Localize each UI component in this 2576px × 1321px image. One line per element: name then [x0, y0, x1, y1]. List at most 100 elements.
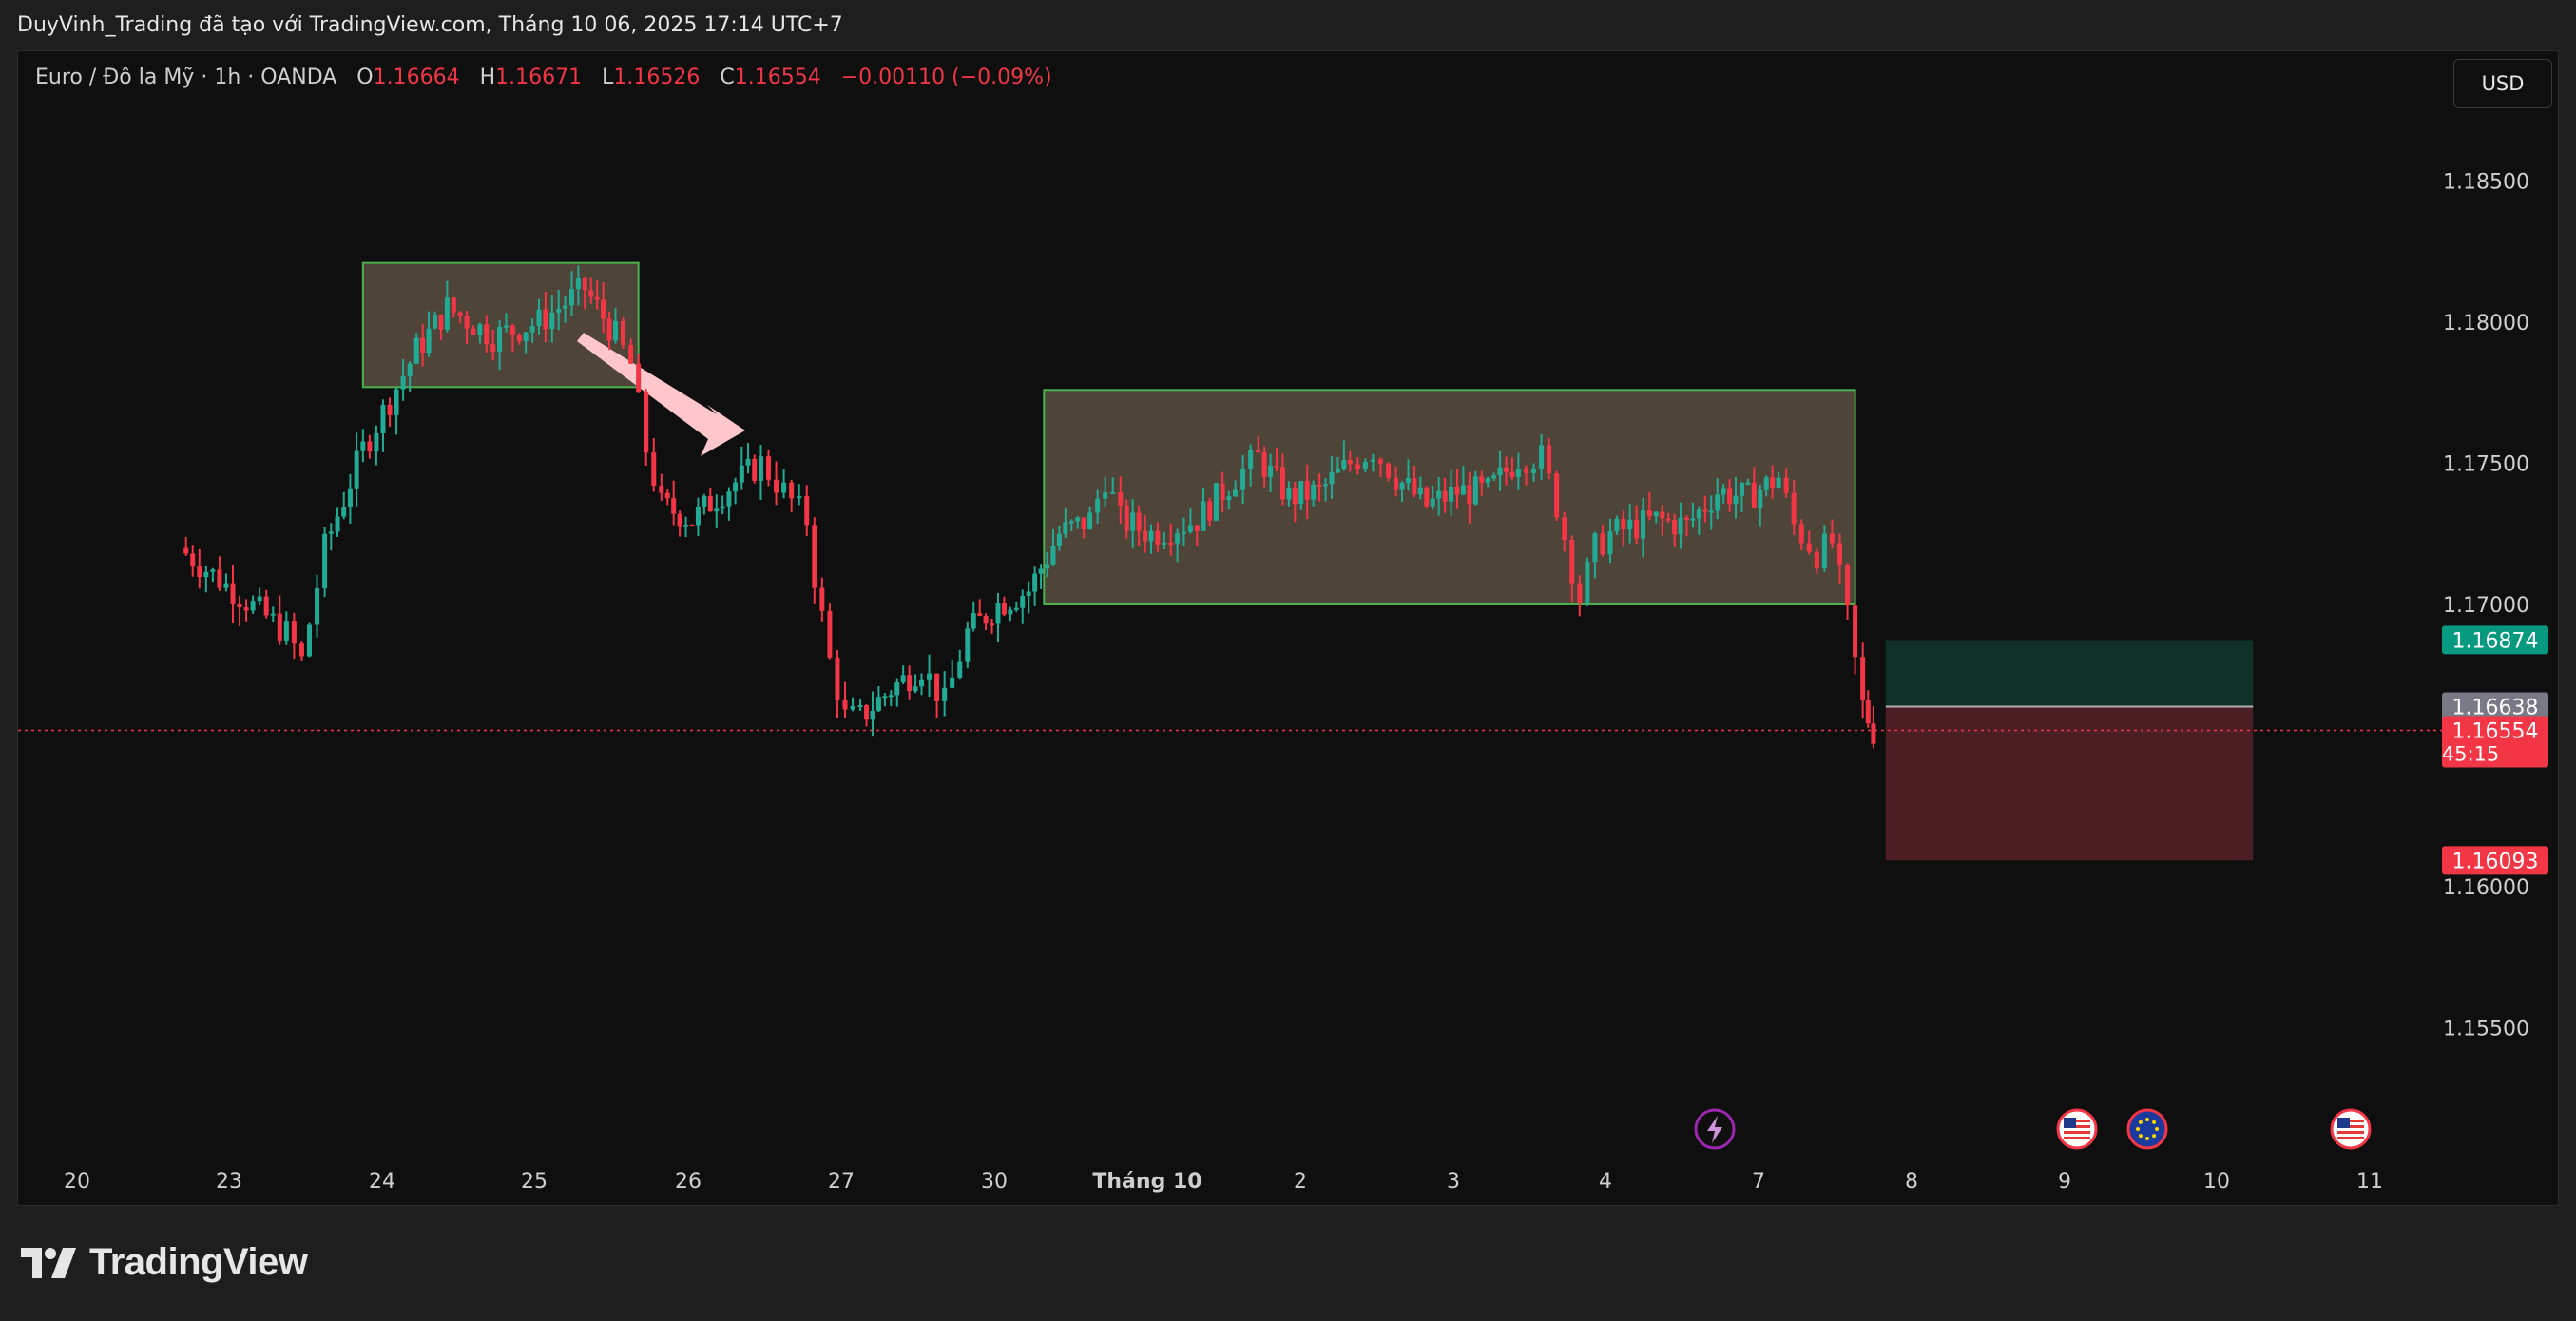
- candle: [257, 596, 262, 602]
- candle: [307, 624, 312, 657]
- candle: [315, 588, 320, 625]
- candle: [1292, 488, 1298, 505]
- candle: [781, 482, 787, 493]
- candle: [1045, 564, 1050, 569]
- candle: [477, 324, 483, 335]
- candle: [1751, 482, 1757, 508]
- candle: [857, 705, 863, 708]
- candle: [864, 705, 870, 720]
- candle: [774, 479, 779, 493]
- candle: [335, 516, 340, 532]
- candle: [341, 507, 347, 517]
- candle: [702, 495, 707, 507]
- candle: [203, 571, 209, 578]
- candle: [812, 525, 817, 588]
- close-value: 1.16554: [734, 66, 821, 89]
- candle: [322, 533, 328, 589]
- candle: [1261, 452, 1267, 477]
- candle: [529, 326, 535, 333]
- candle: [1621, 518, 1626, 530]
- candle: [1050, 546, 1056, 565]
- candle: [1168, 542, 1174, 545]
- candle: [664, 492, 670, 499]
- target-price-value: 1.16874: [2452, 629, 2539, 653]
- time-tick-label: Tháng 10: [1092, 1170, 1201, 1194]
- candle: [1362, 462, 1368, 470]
- candle: [1449, 486, 1454, 502]
- candle: [1554, 473, 1560, 518]
- candle: [990, 623, 995, 626]
- candle: [1355, 464, 1360, 470]
- chart-panel[interactable]: 1.18500 1.18000 1.17500 1.17000 1.16000 1.155…: [17, 50, 2559, 1206]
- candle: [1696, 509, 1701, 519]
- candle: [601, 299, 606, 319]
- candle: [451, 297, 456, 313]
- candle: [1798, 524, 1804, 544]
- stop-zone: [1885, 706, 2254, 861]
- symbol-name[interactable]: Euro / Đô la Mỹ · 1h · OANDA: [35, 66, 337, 89]
- candle: [971, 613, 976, 629]
- currency-button[interactable]: USD: [2453, 59, 2552, 108]
- time-tick-label: 4: [1599, 1170, 1612, 1194]
- candle: [1405, 478, 1411, 483]
- time-tick-label: 10: [2203, 1170, 2230, 1194]
- candle: [536, 309, 542, 327]
- candle: [243, 607, 249, 611]
- candle: [1143, 530, 1148, 542]
- candle: [433, 315, 438, 329]
- candle: [707, 495, 713, 512]
- candle: [237, 603, 242, 608]
- event-eu-flag-icon[interactable]: [2126, 1108, 2168, 1150]
- candle: [1335, 469, 1340, 473]
- candle: [210, 569, 216, 572]
- candle: [1829, 533, 1835, 544]
- time-tick-label: 3: [1447, 1170, 1460, 1194]
- candle: [1547, 445, 1552, 474]
- candle: [516, 335, 522, 341]
- candle: [1240, 469, 1246, 490]
- candle: [613, 320, 618, 341]
- candle: [1467, 485, 1472, 505]
- candle: [438, 315, 444, 330]
- candle: [745, 458, 751, 466]
- candle: [277, 613, 282, 641]
- close-label: C: [720, 66, 735, 89]
- candle: [1201, 501, 1206, 531]
- candle: [1268, 465, 1274, 477]
- candle: [394, 389, 399, 415]
- candle: [283, 621, 289, 641]
- candle: [888, 695, 894, 698]
- candle: [1665, 518, 1671, 521]
- time-tick-label: 20: [64, 1170, 90, 1194]
- event-us-flag-icon[interactable]: [2056, 1108, 2098, 1150]
- candle: [223, 583, 229, 588]
- candle: [1614, 518, 1620, 532]
- event-bolt-icon[interactable]: [1694, 1108, 1736, 1150]
- candle: [1770, 477, 1776, 488]
- candle: [1063, 522, 1068, 534]
- stop-price-badge: [2442, 846, 2548, 875]
- candle: [328, 531, 334, 534]
- candle: [543, 309, 548, 330]
- time-tick-label: 9: [2058, 1170, 2071, 1194]
- candle: [426, 328, 432, 354]
- candle: [1607, 531, 1613, 555]
- price-tick-label: 1.17000: [2443, 594, 2529, 618]
- stop-price-value: 1.16093: [2452, 850, 2539, 873]
- candle: [1702, 509, 1708, 512]
- candle: [714, 508, 720, 512]
- candle: [797, 495, 802, 499]
- current-price-value: 1.16554: [2452, 719, 2539, 743]
- candle: [354, 450, 359, 489]
- candlestick-chart[interactable]: 1.18500 1.18000 1.17500 1.17000 1.16000 1.155…: [18, 51, 2559, 1206]
- candle: [1020, 595, 1026, 608]
- candle: [1653, 511, 1659, 517]
- candle: [1394, 478, 1399, 490]
- candle: [628, 344, 634, 364]
- candle: [1733, 495, 1739, 505]
- candle: [1491, 475, 1497, 479]
- candle: [1226, 496, 1232, 501]
- candle: [965, 628, 971, 662]
- candle: [819, 587, 825, 611]
- event-us-flag-icon[interactable]: [2330, 1108, 2372, 1150]
